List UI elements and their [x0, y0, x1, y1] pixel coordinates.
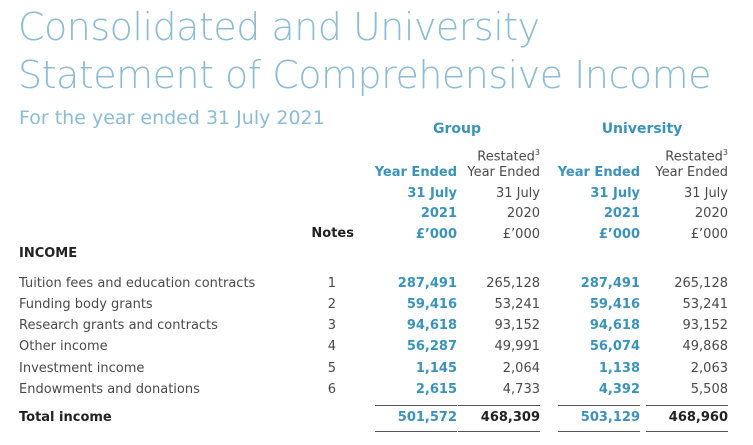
total-value: 501,572 [397, 410, 457, 425]
column-header: £’000 [690, 226, 728, 242]
column-header: Year Ended [467, 165, 540, 180]
row-note: 2 [327, 297, 336, 312]
cell-value: 1,145 [415, 361, 457, 376]
cell-value: 53,241 [494, 297, 541, 312]
cell-value: 59,416 [406, 297, 457, 312]
column-header: 2021 [603, 206, 640, 221]
row-label: Investment income [19, 361, 145, 376]
cell-value: 2,064 [502, 361, 540, 376]
restated-label: Restated3 [608, 145, 728, 165]
row-label: Funding body grants [19, 297, 153, 312]
total-value: 503,129 [580, 410, 640, 425]
notes-header: Notes [311, 226, 354, 241]
cell-value: 94,618 [406, 318, 457, 333]
total-rule [558, 405, 640, 406]
cell-value: 59,416 [589, 297, 640, 312]
row-note: 1 [327, 276, 336, 291]
cell-value: 287,491 [580, 276, 640, 291]
title-line: Statement of Comprehensive Income [18, 53, 712, 97]
cell-value: 2,063 [690, 361, 728, 376]
cell-value: 5,508 [690, 382, 728, 397]
total-rule [558, 431, 640, 432]
title-line: Consolidated and University [18, 5, 540, 49]
restated-text: Restated [665, 149, 723, 165]
column-header: 2020 [694, 206, 728, 221]
cell-value: 94,618 [589, 318, 640, 333]
total-rule [375, 431, 457, 432]
cell-value: 2,615 [415, 382, 457, 397]
cell-value: 56,074 [589, 339, 640, 354]
group-header: University [601, 121, 683, 137]
row-label: Research grants and contracts [19, 318, 218, 333]
cell-value: 265,128 [486, 276, 540, 291]
cell-value: 4,733 [502, 382, 540, 397]
cell-value: 265,128 [674, 276, 728, 291]
cell-value: 1,138 [598, 361, 640, 376]
subtitle: For the year ended 31 July 2021 [19, 107, 325, 129]
row-note: 5 [327, 361, 336, 376]
section-header: INCOME [19, 246, 78, 261]
total-label: Total income [19, 410, 112, 425]
column-header: 31 July [683, 185, 728, 201]
column-header: Year Ended [374, 165, 457, 180]
cell-value: 53,241 [682, 297, 729, 312]
restated-text: Restated [477, 149, 535, 165]
total-rule [375, 405, 457, 406]
cell-value: 56,287 [406, 339, 457, 354]
row-label: Endowments and donations [19, 382, 200, 397]
total-rule [458, 405, 540, 406]
column-header: Year Ended [655, 165, 728, 180]
column-header: Year Ended [557, 165, 640, 180]
footnote-mark: 3 [534, 148, 540, 157]
cell-value: 4,392 [598, 382, 640, 397]
total-rule [646, 405, 728, 406]
row-note: 4 [327, 339, 336, 354]
column-header: 31 July [407, 185, 457, 201]
total-rule [458, 431, 540, 432]
cell-value: 49,991 [494, 339, 541, 354]
footnote-mark: 3 [722, 148, 728, 157]
row-label: Other income [19, 339, 108, 354]
column-header: £’000 [502, 226, 540, 242]
row-note: 3 [327, 318, 336, 333]
restated-label: Restated3 [420, 145, 540, 165]
column-header: £’000 [598, 226, 640, 242]
cell-value: 287,491 [397, 276, 457, 291]
total-value: 468,309 [480, 410, 540, 425]
total-value: 468,960 [668, 410, 728, 425]
column-header: 2021 [420, 206, 457, 221]
total-rule [646, 431, 728, 432]
column-header: 31 July [495, 185, 540, 201]
row-label: Tuition fees and education contracts [19, 276, 256, 291]
column-header: 31 July [590, 185, 640, 201]
column-header: £’000 [415, 226, 457, 242]
row-note: 6 [327, 382, 336, 397]
cell-value: 93,152 [682, 318, 729, 333]
group-header: Group [432, 121, 481, 137]
cell-value: 93,152 [494, 318, 541, 333]
cell-value: 49,868 [682, 339, 729, 354]
column-header: 2020 [506, 206, 540, 221]
